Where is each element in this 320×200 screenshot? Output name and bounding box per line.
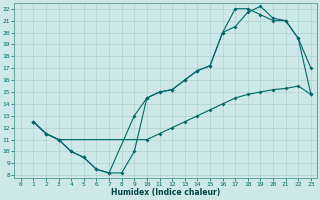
X-axis label: Humidex (Indice chaleur): Humidex (Indice chaleur) bbox=[111, 188, 220, 197]
